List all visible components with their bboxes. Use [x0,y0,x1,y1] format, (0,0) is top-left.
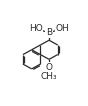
Text: CH₃: CH₃ [41,72,57,81]
Text: HO: HO [29,24,43,33]
Text: B: B [46,28,52,37]
Text: OH: OH [55,24,69,33]
Text: O: O [46,63,53,72]
